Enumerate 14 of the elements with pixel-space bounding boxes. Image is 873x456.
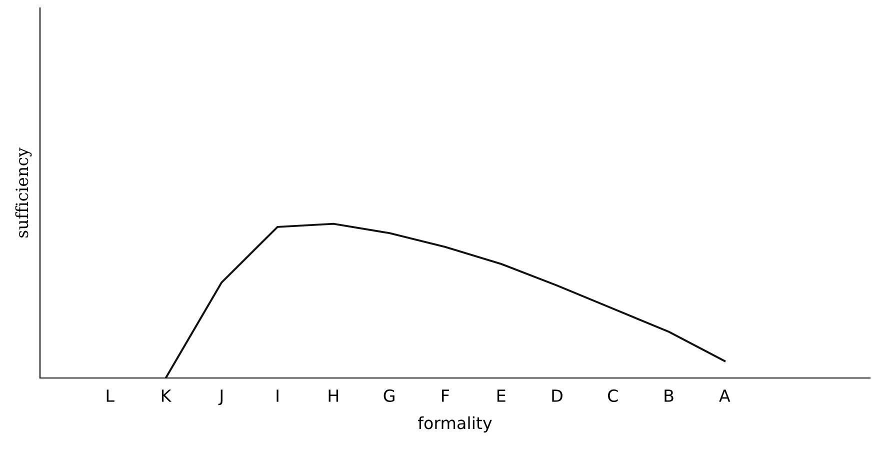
x-tick-label: J	[218, 390, 222, 406]
y-axis-title: sufficiency	[15, 148, 32, 238]
x-tick-label: C	[608, 389, 618, 402]
x-tick-label: H	[328, 390, 338, 402]
x-tick-label: G	[384, 389, 394, 402]
x-tick-label: D	[552, 390, 562, 402]
x-tick-label: A	[719, 390, 730, 402]
x-tick-label: I	[276, 390, 278, 402]
x-tick-label: K	[162, 390, 172, 402]
x-tick-label: B	[664, 390, 674, 402]
x-tick-label: E	[497, 390, 506, 402]
x-axis-title: formality	[418, 416, 492, 432]
x-tick-label: F	[442, 390, 450, 402]
x-tick-label: L	[106, 390, 114, 402]
